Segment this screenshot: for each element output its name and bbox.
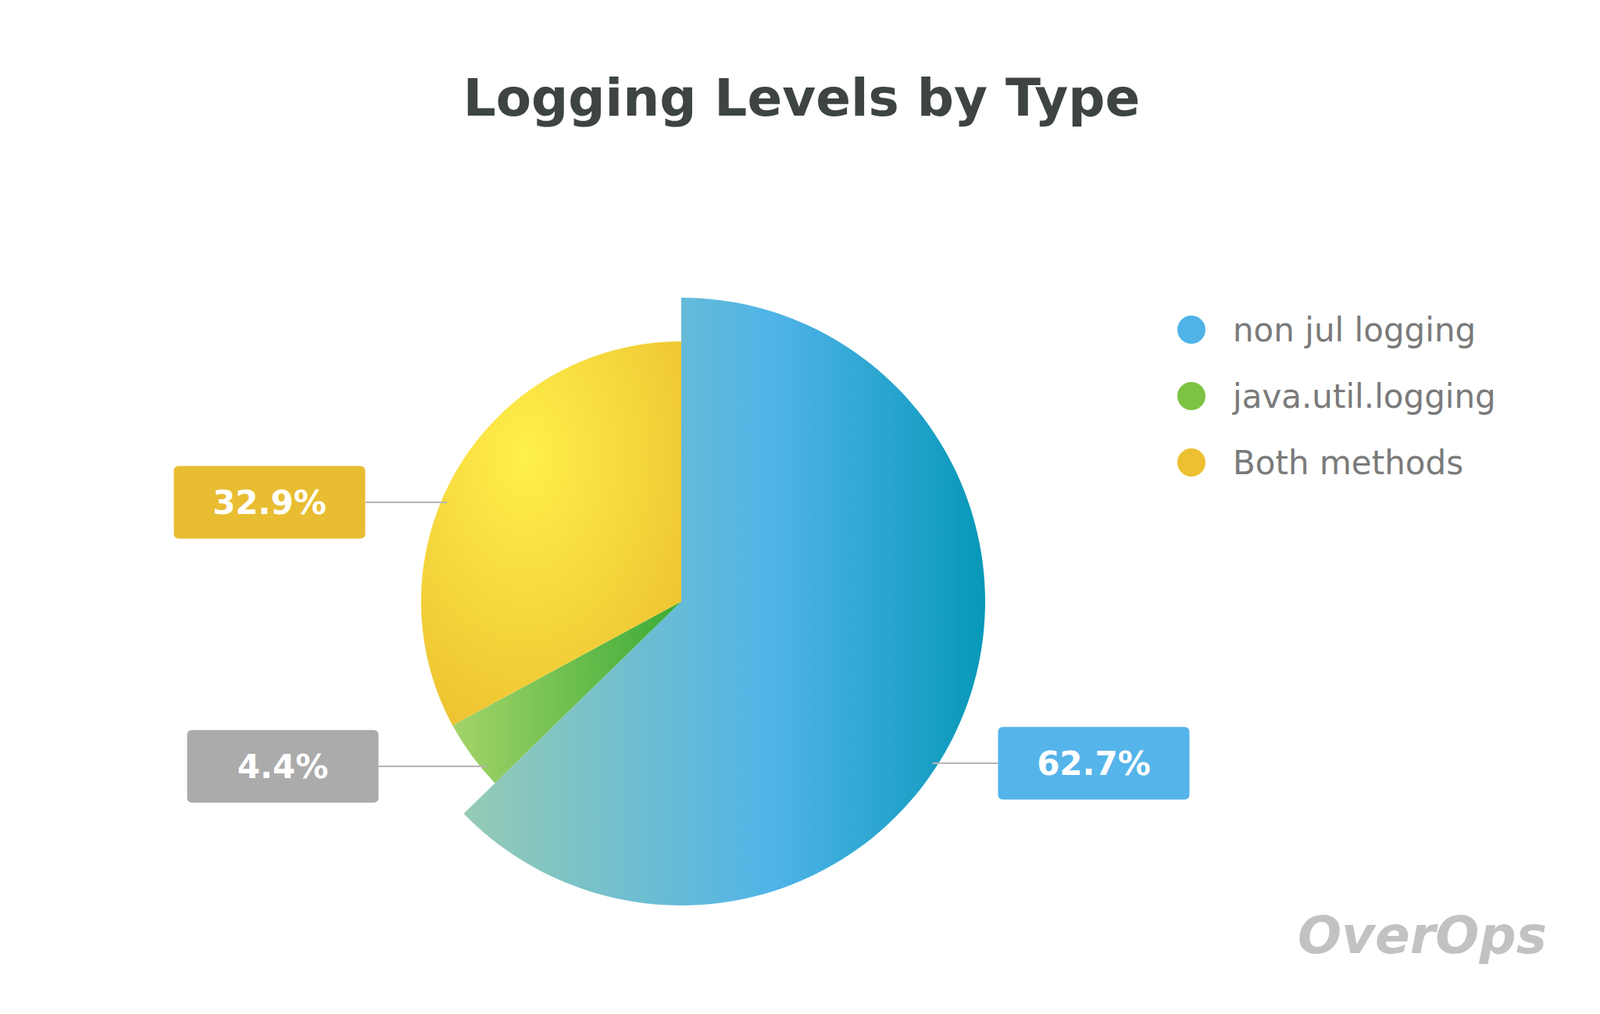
legend-swatch	[1177, 448, 1206, 477]
legend-swatch	[1177, 382, 1206, 411]
legend: non jul logging java.util.logging Both met…	[1177, 310, 1497, 483]
legend-label: non jul logging	[1232, 310, 1476, 350]
data-labels: 62.7% 4.4% 32.9%	[174, 466, 1190, 804]
legend-label: Both methods	[1232, 443, 1464, 483]
label-box	[174, 466, 366, 540]
data-label: 4.4%	[237, 747, 329, 786]
watermark: OverOps	[1297, 905, 1547, 966]
legend-label: java.util.logging	[1232, 377, 1497, 416]
pie	[421, 297, 986, 906]
label-connector	[378, 765, 487, 768]
chart: Logging Levels by Type 62.7% 4.4% 32.9% non …	[0, 0, 1600, 1014]
legend-swatch	[1177, 315, 1206, 344]
pie-slice	[421, 341, 682, 726]
label-box	[998, 727, 1190, 800]
title: Logging Levels by Type	[463, 67, 1141, 129]
label-box	[187, 730, 379, 804]
data-label: 32.9%	[212, 483, 327, 522]
data-label: 62.7%	[1036, 744, 1151, 783]
label-connector	[932, 762, 998, 765]
label-connector	[365, 501, 448, 504]
